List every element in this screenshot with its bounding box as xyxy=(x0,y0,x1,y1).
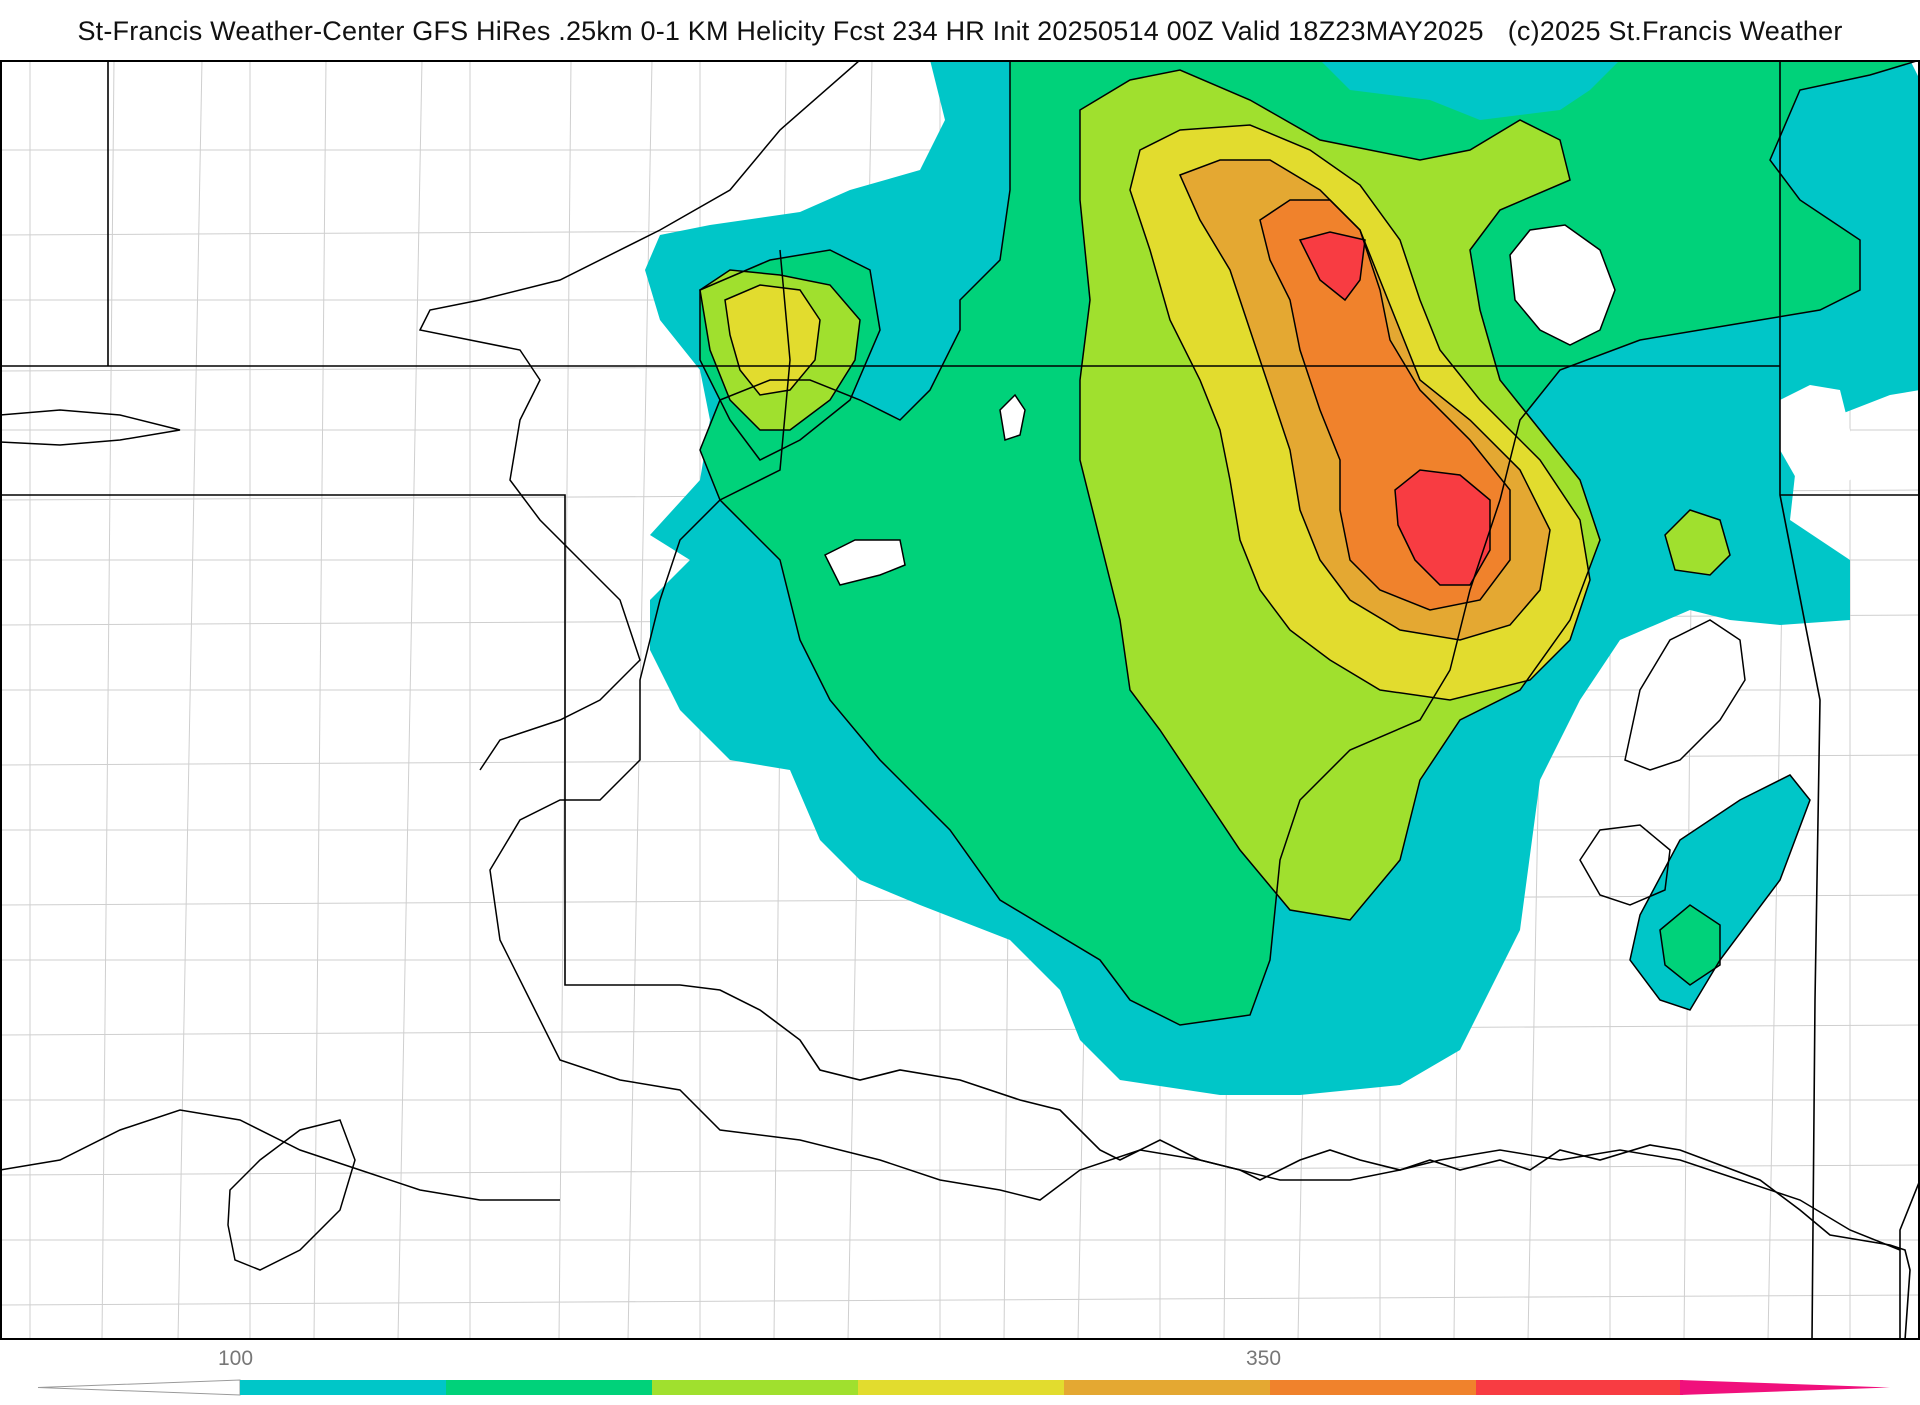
helicity-fill-400 xyxy=(1300,232,1490,585)
colorbar-tick-350: 350 xyxy=(1246,1347,1282,1370)
county-line xyxy=(177,60,203,1340)
colorbar-segment xyxy=(858,1380,1065,1395)
colorbar-segment xyxy=(240,1380,447,1395)
helicity-contour-lines xyxy=(0,60,1920,1271)
colorbar-segment xyxy=(446,1380,653,1395)
county-line xyxy=(101,60,115,1340)
colorbar-low-arrow xyxy=(37,1379,241,1396)
colorbar-segment xyxy=(652,1380,859,1395)
colorbar-segments xyxy=(240,1380,1683,1395)
colorbar xyxy=(0,1375,1920,1400)
colorbar-segment xyxy=(1476,1380,1683,1395)
county-line xyxy=(0,1164,1920,1176)
map-title: St-Francis Weather-Center GFS HiRes .25k… xyxy=(0,16,1920,47)
map-border xyxy=(0,60,1920,1340)
colorbar-segment xyxy=(1270,1380,1477,1395)
colorbar-tick-100: 100 xyxy=(218,1347,254,1370)
state-boundaries xyxy=(0,60,1920,1340)
county-line xyxy=(397,60,423,1340)
colorbar-high-arrow xyxy=(1680,1380,1890,1395)
county-line xyxy=(0,1294,1920,1306)
title-main: St-Francis Weather-Center GFS HiRes .25k… xyxy=(77,16,1484,46)
low-helicity-holes xyxy=(825,225,1860,770)
colorbar-segment xyxy=(1064,1380,1271,1395)
copyright-text: (c)2025 St.Francis Weather xyxy=(1507,16,1843,46)
map-panel xyxy=(0,60,1920,1340)
helicity-map xyxy=(0,60,1920,1340)
county-line xyxy=(0,1024,1920,1036)
title-bar: St-Francis Weather-Center GFS HiRes .25k… xyxy=(0,0,1920,60)
